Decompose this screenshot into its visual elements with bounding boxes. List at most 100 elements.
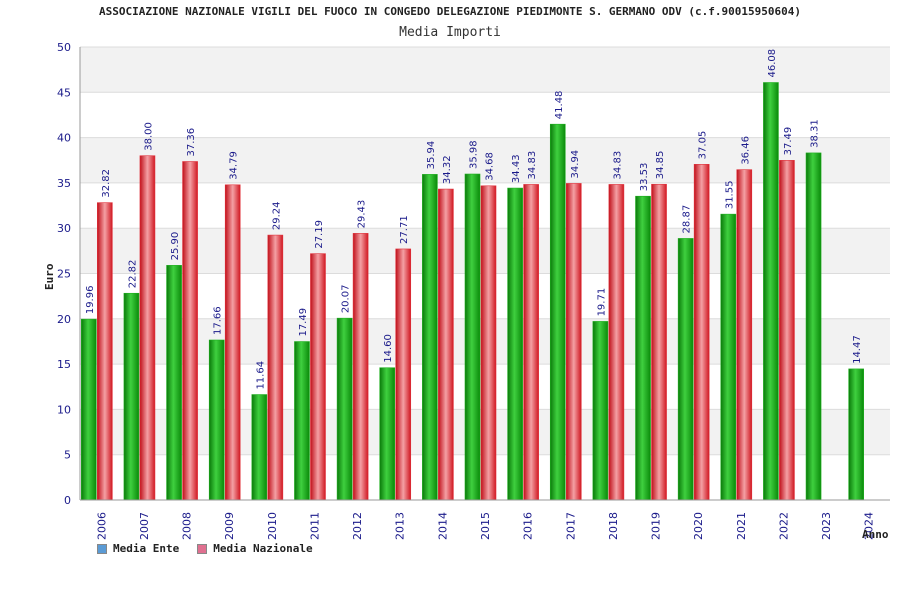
data-label: 14.60	[383, 334, 394, 363]
data-label: 33.53	[639, 163, 650, 192]
bar-media-ente	[848, 368, 864, 501]
y-axis-label: Euro	[43, 263, 56, 290]
x-tick-label: 2018	[607, 512, 620, 540]
bar-media-nazionale	[310, 253, 326, 501]
data-label: 34.83	[527, 151, 538, 180]
data-label: 36.46	[740, 136, 751, 165]
legend-item-media-nazionale: Media Nazionale	[197, 542, 313, 555]
bar-media-ente	[336, 317, 353, 501]
x-tick-label: 2020	[692, 512, 705, 540]
legend-label-media-nazionale: Media Nazionale	[213, 542, 313, 555]
data-label: 35.98	[469, 140, 480, 169]
data-label: 29.24	[271, 201, 282, 230]
data-label: 35.94	[426, 141, 437, 170]
bar-media-ente	[464, 173, 481, 501]
bar-media-ente	[549, 123, 566, 501]
data-label: 34.68	[485, 152, 496, 181]
data-label: 22.82	[127, 260, 138, 289]
y-tick-label: 20	[57, 313, 71, 326]
bar-media-nazionale	[693, 164, 710, 501]
x-tick-label: 2022	[777, 512, 790, 540]
y-tick-label: 5	[64, 449, 71, 462]
bar-media-nazionale	[779, 160, 795, 501]
data-label: 17.66	[213, 306, 224, 335]
x-axis-label: Anno	[862, 528, 889, 541]
data-label: 19.71	[596, 288, 607, 317]
data-label: 19.96	[85, 286, 96, 315]
x-tick-label: 2017	[564, 512, 577, 540]
data-label: 37.05	[698, 131, 709, 160]
data-label: 11.64	[255, 361, 266, 390]
y-tick-label: 15	[57, 358, 71, 371]
x-tick-label: 2019	[650, 512, 663, 540]
x-tick-label: 2023	[820, 512, 833, 540]
data-label: 20.07	[341, 285, 352, 314]
chart-title: Media Importi	[399, 25, 501, 40]
bar-media-ente	[166, 265, 182, 501]
bar-media-ente	[251, 394, 268, 501]
bar-media-ente	[720, 213, 737, 501]
data-label: 37.36	[186, 128, 197, 157]
bar-media-ente	[81, 318, 97, 501]
plot-band	[80, 137, 890, 183]
data-label: 28.87	[682, 205, 693, 234]
bar-media-nazionale	[438, 188, 454, 501]
bar-media-ente	[507, 187, 523, 501]
data-label: 41.48	[554, 91, 565, 120]
bar-media-nazionale	[480, 185, 497, 501]
bar-media-nazionale	[352, 233, 369, 501]
bar-media-nazionale	[608, 184, 625, 501]
page-title: ASSOCIAZIONE NAZIONALE VIGILI DEL FUOCO …	[99, 5, 801, 18]
bar-media-ente	[294, 341, 310, 501]
bar-media-nazionale	[736, 169, 753, 501]
legend-item-media-ente: Media Ente	[97, 542, 179, 555]
bar-media-nazionale	[139, 155, 156, 501]
x-axis: 2006 2007 2008 2009 2010 2011 2012 2013 2014 2015…	[79, 47, 890, 540]
y-tick-label: 45	[57, 86, 71, 99]
y-tick-label: 35	[57, 177, 71, 190]
data-label: 29.43	[357, 200, 368, 229]
x-tick-label: 2021	[735, 512, 748, 540]
data-label: 34.94	[570, 150, 581, 179]
legend-label-media-ente: Media Ente	[113, 542, 180, 555]
x-tick-label: 2015	[479, 512, 492, 540]
bar-media-nazionale	[395, 248, 412, 501]
x-tick-label: 2024	[863, 512, 876, 540]
data-label: 37.49	[783, 127, 794, 156]
data-label: 38.00	[143, 122, 154, 151]
x-tick-label: 2014	[436, 512, 449, 540]
data-label: 34.43	[511, 154, 522, 183]
data-label: 34.79	[229, 151, 240, 180]
plot-band	[80, 47, 890, 93]
bar-media-nazionale	[224, 184, 241, 501]
bar-media-ente	[123, 292, 140, 501]
bar-media-ente	[635, 195, 651, 501]
y-tick-label: 0	[64, 494, 71, 507]
x-tick-label: 2012	[351, 512, 364, 540]
data-label: 14.47	[852, 335, 863, 364]
bar-media-ente	[379, 367, 396, 501]
x-tick-label: 2007	[138, 512, 151, 540]
x-tick-label: 2013	[394, 512, 407, 540]
bar-media-ente	[208, 339, 225, 501]
bar-media-ente	[805, 152, 822, 501]
legend-swatch-media-ente	[97, 543, 107, 554]
x-tick-label: 2016	[522, 512, 535, 540]
data-label: 34.83	[612, 151, 623, 180]
bar-media-nazionale	[651, 183, 667, 501]
x-tick-label: 2008	[181, 512, 194, 540]
bar-media-nazionale	[523, 184, 539, 501]
bar-media-ente	[677, 238, 694, 501]
data-label: 34.85	[655, 151, 666, 180]
data-label: 17.49	[298, 308, 309, 337]
y-tick-label: 40	[57, 132, 71, 145]
x-tick-label: 2011	[308, 512, 321, 540]
x-tick-label: 2010	[266, 512, 279, 540]
y-axis: 0 5 10 15 20 25 30 35 40 45 50	[57, 41, 71, 507]
data-label: 46.08	[767, 49, 778, 78]
data-label: 38.31	[810, 119, 821, 148]
plot-band	[80, 92, 890, 138]
y-tick-label: 50	[57, 41, 71, 54]
y-tick-label: 25	[57, 268, 71, 281]
